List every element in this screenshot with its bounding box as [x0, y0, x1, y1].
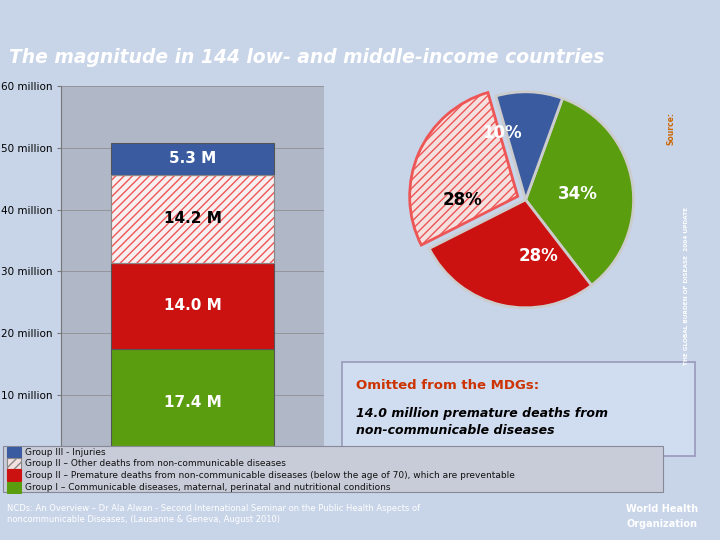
Text: Source:: Source:: [667, 112, 676, 145]
Text: 17.4 M: 17.4 M: [163, 395, 222, 410]
Text: 14.0 million premature deaths from
non-communicable diseases: 14.0 million premature deaths from non-c…: [356, 407, 608, 437]
Bar: [111, 143, 274, 175]
FancyBboxPatch shape: [342, 362, 695, 456]
Bar: [111, 175, 274, 263]
Text: World Health: World Health: [626, 504, 698, 515]
Text: THE GLOBAL BURDEN OF DISEASE  2004 UPDATE: THE GLOBAL BURDEN OF DISEASE 2004 UPDATE: [684, 207, 689, 365]
Text: 34%: 34%: [557, 185, 598, 204]
FancyBboxPatch shape: [6, 469, 22, 481]
Text: Group III - Injuries: Group III - Injuries: [25, 448, 106, 457]
Bar: [111, 175, 274, 263]
Wedge shape: [410, 92, 518, 245]
Text: 10%: 10%: [482, 124, 522, 142]
Bar: [111, 349, 274, 456]
FancyBboxPatch shape: [6, 448, 22, 458]
Text: Group II – Other deaths from non-communicable diseases: Group II – Other deaths from non-communi…: [25, 460, 287, 469]
Bar: [111, 175, 274, 263]
Text: 28%: 28%: [518, 247, 559, 265]
Text: Group II – Premature deaths from non-communicable diseases (below the age of 70): Group II – Premature deaths from non-com…: [25, 470, 516, 480]
Text: 5.3 M: 5.3 M: [169, 151, 216, 166]
FancyBboxPatch shape: [6, 482, 22, 492]
FancyBboxPatch shape: [6, 458, 22, 469]
Text: The magnitude in 144 low- and middle-income countries: The magnitude in 144 low- and middle-inc…: [9, 48, 604, 66]
Wedge shape: [526, 98, 634, 285]
Wedge shape: [496, 92, 562, 200]
Text: 14.0 M: 14.0 M: [163, 299, 222, 313]
Text: Total number of deaths in low- and middle-income countries (2004): Total number of deaths in low- and middl…: [6, 456, 480, 469]
Text: Omitted from the MDGs:: Omitted from the MDGs:: [356, 379, 539, 392]
Wedge shape: [429, 200, 592, 308]
Text: 14.2 M: 14.2 M: [163, 212, 222, 226]
Text: 28%: 28%: [443, 191, 483, 209]
Text: Group I – Communicable diseases, maternal, perinatal and nutritional conditions: Group I – Communicable diseases, materna…: [25, 483, 391, 491]
Text: Organization: Organization: [626, 518, 698, 529]
Text: NCDs: An Overview – Dr Ala Alwan - Second International Seminar on the Public He: NCDs: An Overview – Dr Ala Alwan - Secon…: [7, 504, 420, 524]
Bar: [111, 263, 274, 349]
FancyBboxPatch shape: [4, 446, 663, 492]
